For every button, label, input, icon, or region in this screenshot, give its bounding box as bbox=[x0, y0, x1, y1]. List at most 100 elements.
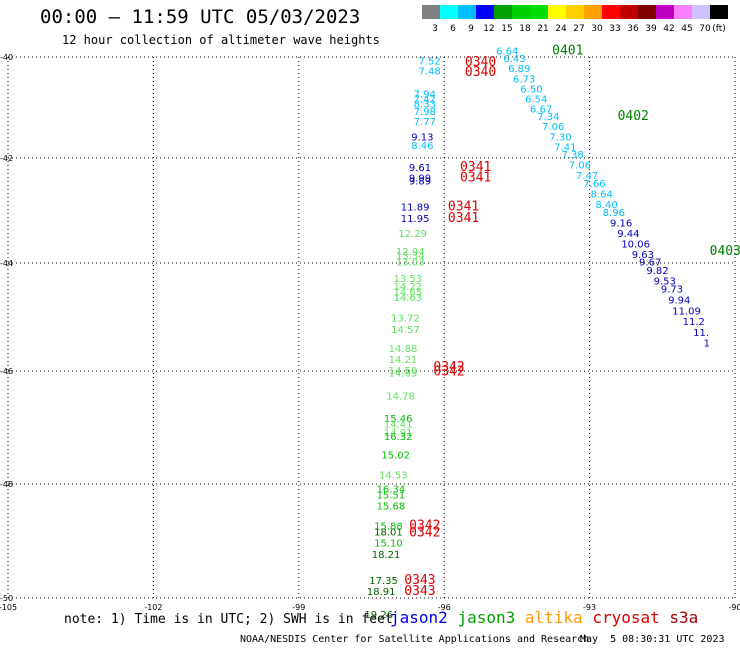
grid: -40 -42 -44 -46 -48 -50-105 -102 -99 -96 -93 -90 bbox=[0, 53, 740, 612]
wave-height-value: 14.53 bbox=[379, 470, 408, 481]
wave-height-value: 7.41 bbox=[554, 142, 576, 153]
scale-label: 30 bbox=[591, 24, 603, 34]
scale-swatch bbox=[548, 5, 566, 19]
scale-swatch bbox=[458, 5, 476, 19]
scale-swatch bbox=[692, 5, 710, 19]
wave-height-value: 6.89 bbox=[508, 64, 530, 75]
wave-height-value: 9.16 bbox=[610, 218, 632, 229]
wave-height-value: 17.35 bbox=[369, 576, 398, 587]
scale-label: 33 bbox=[609, 24, 620, 34]
wave-heights: 7.527.48 7.947.428.337.987.77 9.138.46 9.61… bbox=[364, 46, 713, 620]
scale-label: 27 bbox=[573, 24, 584, 34]
wave-height-value: 7.06 bbox=[542, 122, 564, 133]
lon-label: -93 bbox=[583, 603, 596, 612]
lon-label: -102 bbox=[144, 603, 162, 612]
scale-label: 24 bbox=[555, 24, 567, 34]
wave-height-value: 13.72 bbox=[391, 313, 420, 324]
scale-label: 36 bbox=[627, 24, 639, 34]
wave-height-value: 9.13 bbox=[411, 132, 433, 143]
pass-time-label: 0341 bbox=[448, 211, 479, 226]
wave-height-value: 12.94 bbox=[396, 247, 425, 258]
scale-swatch bbox=[494, 5, 512, 19]
wave-height-value: 16.34 bbox=[377, 485, 406, 496]
pass-time-label: 0341 bbox=[460, 160, 491, 175]
legend-altika: altika bbox=[524, 608, 593, 627]
wave-height-value: 11.95 bbox=[401, 214, 430, 225]
wave-height-value: 14.22 bbox=[394, 282, 423, 293]
pass-time-label: 0342 bbox=[433, 360, 464, 375]
map-subtitle: 12 hour collection of altimeter wave hei… bbox=[62, 33, 380, 47]
legend-jason2: jason2 bbox=[390, 608, 458, 627]
generated-timestamp: May 5 08:30:31 UTC 2023 bbox=[580, 634, 725, 645]
wave-height-value: 9.61 bbox=[409, 163, 431, 174]
wave-height-value: 13.03 bbox=[396, 258, 425, 269]
wave-height-value: 9.89 bbox=[409, 176, 431, 187]
scale-label: (ft) bbox=[712, 24, 726, 34]
pass-time-label: 0340 bbox=[465, 65, 496, 80]
wave-height-value: 7.38 bbox=[562, 150, 584, 161]
wave-height-value: 14.65 bbox=[389, 369, 418, 380]
pass-time-label: 0401 bbox=[552, 43, 583, 58]
scale-swatch bbox=[602, 5, 620, 19]
wave-height-value: 11.2 bbox=[683, 317, 705, 328]
wave-height-value: 8.40 bbox=[595, 200, 617, 211]
wave-height-value: 14.88 bbox=[389, 344, 418, 355]
lat-label: -40 bbox=[0, 53, 13, 62]
scale-label: 9 bbox=[468, 24, 474, 34]
wave-height-value: 15.88 bbox=[374, 522, 403, 533]
lon-label: -90 bbox=[728, 603, 740, 612]
wave-height-value: 6.64 bbox=[496, 46, 518, 57]
wave-height-value: 15.51 bbox=[377, 490, 406, 501]
pass-time-label: 0402 bbox=[618, 109, 649, 124]
wave-height-value: 11.89 bbox=[401, 203, 430, 214]
wave-height-value: 9.63 bbox=[632, 250, 654, 261]
wave-height-value: 14.65 bbox=[394, 287, 423, 298]
wave-height-value: 9.73 bbox=[661, 285, 683, 296]
wave-height-value: 11.09 bbox=[672, 306, 701, 317]
scale-label: 21 bbox=[537, 24, 548, 34]
wave-height-value: 19.26 bbox=[364, 610, 393, 621]
wave-height-value: 14.57 bbox=[391, 325, 420, 336]
scale-swatch bbox=[440, 5, 458, 19]
wave-height-value: 12.29 bbox=[398, 229, 427, 240]
scale-label: 6 bbox=[450, 24, 456, 34]
pass-time-label: 0403 bbox=[710, 244, 740, 259]
pass-time-label: 0341 bbox=[448, 200, 479, 215]
wave-height-value: 7.98 bbox=[414, 107, 436, 118]
wave-height-value: 10.06 bbox=[621, 239, 650, 250]
wave-height-value: 9.44 bbox=[617, 229, 639, 240]
pass-time-label: 0342 bbox=[409, 519, 440, 534]
wave-height-value: 7.42 bbox=[414, 94, 436, 105]
wave-height-value: 16.32 bbox=[384, 432, 413, 443]
wave-height-value: 14.50 bbox=[389, 366, 418, 377]
wave-height-value: 9.94 bbox=[668, 296, 690, 307]
scale-swatch bbox=[530, 5, 548, 19]
wave-height-value: 13.53 bbox=[394, 274, 423, 285]
wave-height-value: 7.52 bbox=[419, 57, 441, 68]
wave-height-value: 7.94 bbox=[414, 89, 436, 100]
wave-height-value: 8.96 bbox=[603, 208, 625, 219]
scale-swatch bbox=[476, 5, 494, 19]
wave-height-value: 18.21 bbox=[372, 550, 401, 561]
wave-height-value: 7.66 bbox=[583, 179, 605, 190]
scale-label: 15 bbox=[501, 24, 512, 34]
lat-label: -48 bbox=[0, 480, 13, 489]
wave-height-value: 15.46 bbox=[384, 414, 413, 425]
wave-height-value: 7.06 bbox=[569, 161, 591, 172]
wave-height-value: 6.67 bbox=[530, 105, 552, 116]
wave-height-value: 9.82 bbox=[646, 266, 668, 277]
wave-height-value: 18.91 bbox=[367, 587, 396, 598]
pass-time-label: 0343 bbox=[404, 584, 435, 599]
wave-height-value: 8.46 bbox=[411, 141, 433, 152]
wave-height-value: 14.41 bbox=[384, 420, 413, 431]
lon-label: -105 bbox=[0, 603, 17, 612]
wave-height-value: 15.68 bbox=[377, 502, 406, 513]
wave-height-value: 6.50 bbox=[520, 84, 542, 95]
scale-swatch bbox=[620, 5, 638, 19]
pass-time-label: 0340 bbox=[465, 55, 496, 70]
scale-label: 18 bbox=[519, 24, 531, 34]
lon-label: -99 bbox=[292, 603, 305, 612]
pass-time-label: 0342 bbox=[433, 365, 464, 380]
lat-label: -46 bbox=[0, 367, 13, 376]
